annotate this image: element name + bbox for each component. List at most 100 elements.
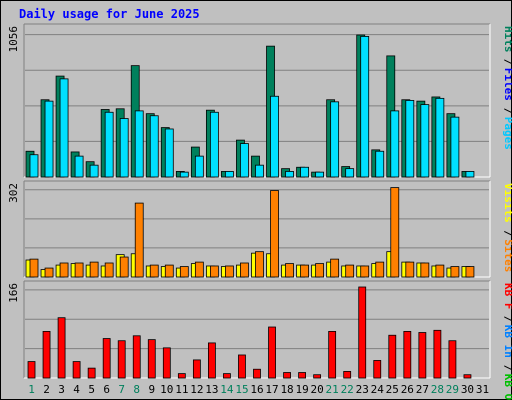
bar-pages-day-8 bbox=[134, 110, 144, 178]
bar-kb-f-day-12 bbox=[192, 359, 201, 379]
x-tick-label-day-13: 13 bbox=[205, 383, 218, 396]
bar-sites-day-25 bbox=[390, 187, 400, 278]
bar-sites-day-12 bbox=[194, 261, 204, 278]
bar-sites-day-7 bbox=[119, 256, 129, 278]
bar-kb-f-day-25 bbox=[388, 334, 397, 379]
legend-kb-out: KB Out bbox=[502, 374, 512, 400]
bar-kb-f-day-9 bbox=[147, 339, 156, 379]
bar-sites-day-9 bbox=[149, 264, 159, 278]
bar-sites-day-29 bbox=[450, 266, 460, 278]
bar-pages-day-5 bbox=[89, 164, 99, 178]
bar-pages-day-17 bbox=[270, 95, 279, 178]
max-label-bottom: 166 bbox=[7, 283, 20, 303]
bar-kb-f-day-17 bbox=[268, 326, 276, 379]
bar-sites-day-14 bbox=[225, 265, 234, 278]
bar-kb-f-day-5 bbox=[87, 367, 96, 379]
bar-kb-f-day-28 bbox=[433, 329, 442, 379]
bar-pages-day-24 bbox=[375, 150, 385, 178]
bar-pages-day-21 bbox=[330, 101, 340, 178]
x-tick-label-day-12: 12 bbox=[190, 383, 203, 396]
bar-sites-day-16 bbox=[255, 251, 264, 278]
x-tick-label-day-27: 27 bbox=[416, 383, 429, 396]
legend-separator: / bbox=[502, 108, 512, 115]
bar-kb-f-day-22 bbox=[343, 371, 352, 379]
x-tick-label-day-31: 31 bbox=[476, 383, 489, 396]
x-tick-label-day-1: 1 bbox=[28, 383, 35, 396]
bar-sites-day-19 bbox=[300, 264, 309, 278]
legend-pages: Pages bbox=[502, 117, 512, 150]
bar-sites-day-6 bbox=[104, 262, 114, 278]
bar-sites-day-23 bbox=[360, 265, 370, 278]
legend-separator: / bbox=[502, 59, 512, 66]
bar-pages-day-28 bbox=[435, 97, 445, 178]
bar-pages-day-10 bbox=[164, 128, 174, 178]
legend-separator: / bbox=[502, 316, 512, 323]
bar-kb-f-day-13 bbox=[208, 342, 216, 379]
bar-pages-day-7 bbox=[119, 118, 129, 178]
bar-kb-f-day-21 bbox=[328, 331, 337, 379]
bar-pages-day-22 bbox=[345, 168, 355, 178]
legend-separator: / bbox=[502, 365, 512, 372]
x-tick-label-day-15: 15 bbox=[235, 383, 248, 396]
bar-kb-f-day-24 bbox=[373, 360, 382, 379]
bar-sites-day-28 bbox=[435, 264, 445, 278]
x-tick-label-day-3: 3 bbox=[58, 383, 65, 396]
bar-sites-day-10 bbox=[164, 264, 174, 278]
bar-kb-f-day-18 bbox=[283, 372, 291, 379]
bar-sites-day-24 bbox=[375, 261, 385, 278]
bar-sites-day-4 bbox=[74, 262, 84, 278]
x-tick-label-day-14: 14 bbox=[220, 383, 234, 396]
bar-kb-f-day-30 bbox=[463, 374, 472, 379]
bar-kb-f-day-6 bbox=[102, 338, 111, 379]
x-tick-label-day-24: 24 bbox=[371, 383, 385, 396]
x-tick-label-day-11: 11 bbox=[175, 383, 188, 396]
x-tick-label-day-23: 23 bbox=[356, 383, 369, 396]
bar-kb-f-day-29 bbox=[448, 340, 457, 379]
bar-pages-day-20 bbox=[315, 171, 325, 178]
bar-kb-f-day-8 bbox=[132, 335, 141, 379]
max-label-top: 1056 bbox=[7, 26, 20, 53]
x-tick-label-day-20: 20 bbox=[311, 383, 324, 396]
x-tick-label-day-22: 22 bbox=[341, 383, 354, 396]
bar-kb-f-day-4 bbox=[72, 361, 81, 379]
bar-pages-day-30 bbox=[465, 171, 475, 178]
bar-pages-day-6 bbox=[104, 111, 114, 178]
legend-files: Files bbox=[502, 68, 512, 101]
x-tick-label-day-4: 4 bbox=[73, 383, 80, 396]
legend-sites: Sites bbox=[502, 239, 512, 272]
bar-kb-f-day-3 bbox=[57, 317, 66, 379]
bar-pages-day-19 bbox=[300, 166, 309, 178]
bar-sites-day-20 bbox=[315, 263, 325, 278]
x-tick-label-day-28: 28 bbox=[431, 383, 444, 396]
chart-title: Daily usage for June 2025 bbox=[19, 7, 200, 21]
bar-sites-day-5 bbox=[89, 261, 99, 278]
bar-kb-f-day-20 bbox=[313, 374, 322, 379]
x-tick-label-day-18: 18 bbox=[280, 383, 293, 396]
bar-sites-day-21 bbox=[330, 258, 340, 278]
bar-pages-day-4 bbox=[74, 155, 84, 178]
bar-sites-day-2 bbox=[44, 267, 54, 278]
bar-kb-f-day-15 bbox=[238, 354, 246, 379]
bar-sites-day-22 bbox=[345, 264, 355, 278]
bar-sites-day-11 bbox=[179, 266, 189, 278]
bar-pages-day-15 bbox=[240, 143, 249, 178]
bar-kb-f-day-16 bbox=[253, 368, 261, 379]
x-tick-label-day-10: 10 bbox=[160, 383, 173, 396]
bar-sites-day-18 bbox=[285, 263, 294, 278]
bar-pages-day-25 bbox=[390, 110, 400, 178]
bar-kb-f-day-26 bbox=[403, 331, 412, 379]
x-tick-label-day-6: 6 bbox=[103, 383, 110, 396]
bar-kb-f-day-14 bbox=[223, 373, 231, 379]
x-tick-label-day-8: 8 bbox=[133, 383, 140, 396]
x-tick-label-day-7: 7 bbox=[118, 383, 125, 396]
bar-kb-f-day-19 bbox=[298, 372, 306, 379]
bar-pages-day-29 bbox=[450, 116, 460, 178]
legend-hits: Hits bbox=[502, 26, 512, 53]
bar-pages-day-13 bbox=[209, 111, 219, 178]
bar-kb-f-day-7 bbox=[117, 340, 126, 379]
bar-kb-f-day-27 bbox=[418, 332, 427, 379]
x-tick-label-day-29: 29 bbox=[446, 383, 459, 396]
x-tick-label-day-25: 25 bbox=[386, 383, 399, 396]
bar-kb-f-day-2 bbox=[42, 331, 51, 379]
x-tick-label-day-17: 17 bbox=[265, 383, 278, 396]
